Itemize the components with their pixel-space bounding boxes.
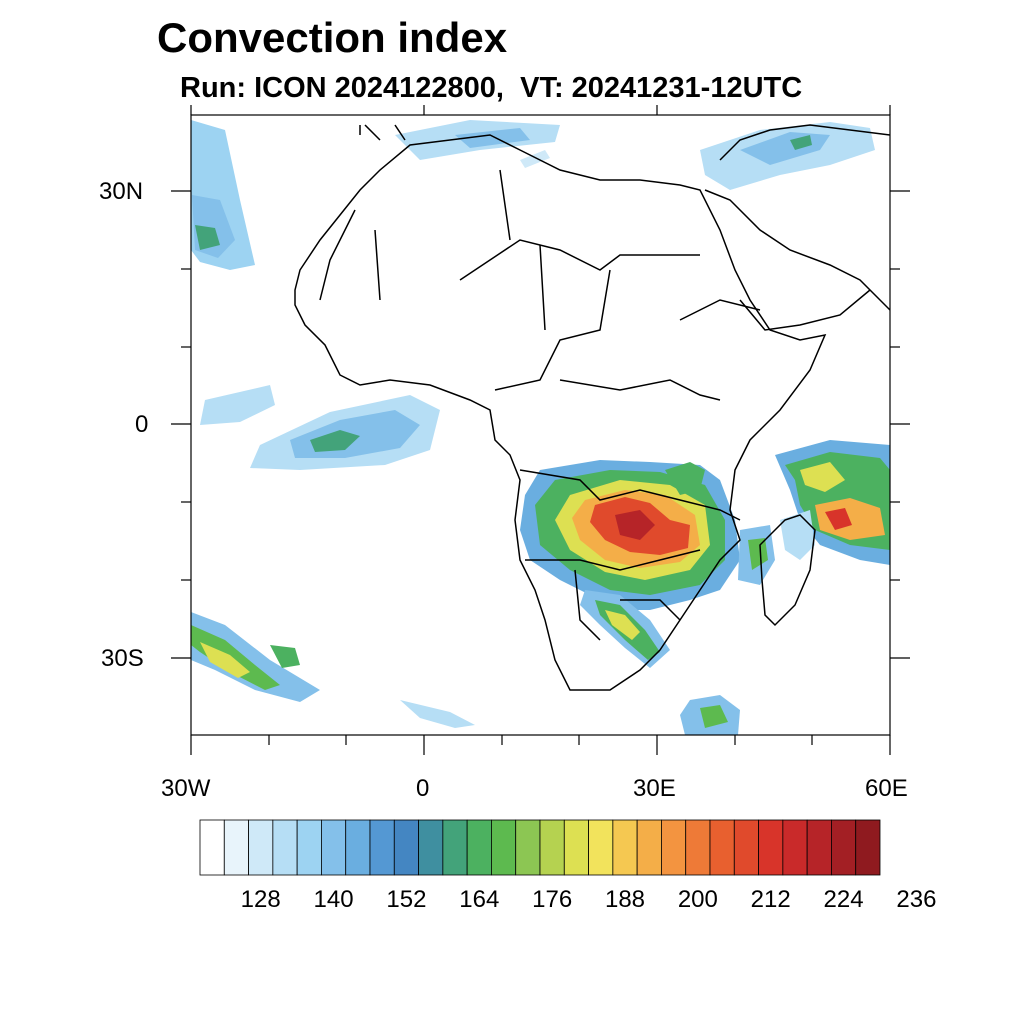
map-frame [190,114,891,736]
colorbar-box [272,819,298,876]
colorbar-box [806,819,832,876]
colorbar-tick-label: 200 [677,886,718,913]
convection-field [191,120,890,735]
colorbar-box [588,819,614,876]
colorbar-box [782,819,808,876]
colorbar-tick-label: 176 [532,886,573,913]
colorbar-tick-label: 224 [823,886,864,913]
colorbar-box [418,819,444,876]
coastlines [294,124,890,691]
colorbar-box [199,819,225,876]
colorbar-box [758,819,784,876]
colorbar-box [831,819,857,876]
colorbar-tick-label: 128 [240,886,281,913]
colorbar-box [321,819,347,876]
axis-ticks [171,105,910,755]
colorbar-box [855,819,881,876]
colorbar-tick-label: 140 [313,886,354,913]
colorbar-box [369,819,395,876]
colorbar-box [442,819,468,876]
lon-label-60e: 60E [865,775,908,802]
colorbar-box [733,819,759,876]
colorbar-box [491,819,517,876]
colorbar-box [709,819,735,876]
colorbar-box [539,819,565,876]
chart-subtitle: Run: ICON 2024122800, VT: 20241231-12UTC [180,72,803,104]
lat-label-30n: 30N [99,178,144,205]
lat-label-30s: 30S [101,645,144,672]
lon-label-30e: 30E [633,775,676,802]
colorbar-box [466,819,492,876]
colorbar-box [248,819,274,876]
colorbar-box [393,819,419,876]
colorbar-tick-label: 164 [459,886,500,913]
colorbar-box [515,819,541,876]
lon-label-30w: 30W [161,775,211,802]
colorbar-box [636,819,662,876]
colorbar-tick-label: 212 [750,886,791,913]
lon-label-0: 0 [416,775,430,802]
colorbar-box [685,819,711,876]
colorbar-tick-label: 152 [386,886,427,913]
colorbar-box [296,819,322,876]
colorbar-box [345,819,371,876]
colorbar-box [223,819,249,876]
colorbar-tick-label: 188 [604,886,646,913]
colorbar-tick-label: 236 [896,886,937,913]
colorbar-box [563,819,589,876]
colorbar-box [612,819,638,876]
chart-title: Convection index [157,14,508,61]
colorbar-box [661,819,687,876]
lat-label-0: 0 [135,411,149,438]
colorbar [199,819,881,876]
